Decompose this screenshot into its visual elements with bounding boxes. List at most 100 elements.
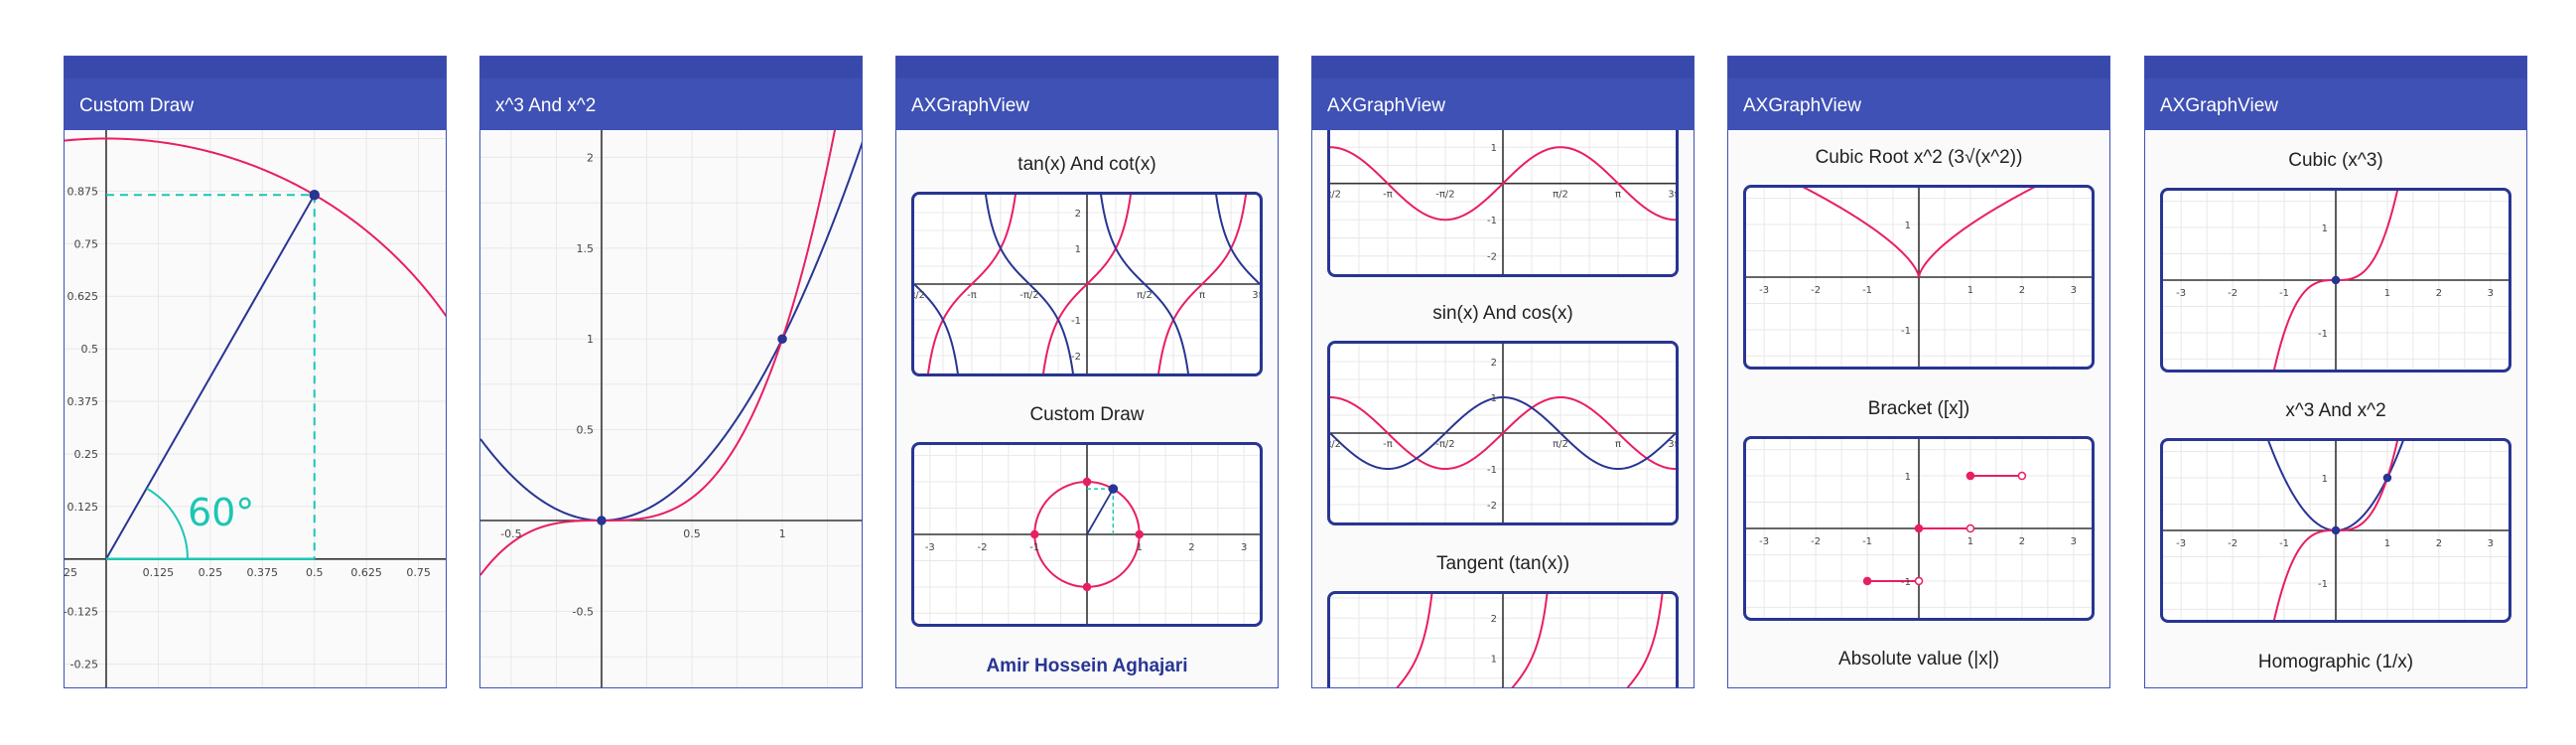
x-tick-label: 3π/2 — [1330, 190, 1341, 201]
x-tick-label: -π/2 — [1435, 190, 1454, 201]
app-bar-title: x^3 And x^2 — [495, 95, 597, 116]
x-tick-label: 0.625 — [350, 566, 382, 579]
graph-card-cubic-quadratic[interactable]: -3 -2 -1 1 2 3 1 -1 — [2160, 438, 2511, 623]
x-tick-label: 1 — [2384, 288, 2390, 299]
cubic-quadratic-graph[interactable]: -0.5 0.5 1 2 1.5 1 0.5 -0.5 — [480, 130, 862, 687]
graph-list[interactable]: tan(x) And cot(x) 3π/2-π-π/2π/2π3π/21-1-… — [896, 130, 1278, 687]
card-title: Tangent (tan(x)) — [1435, 553, 1570, 574]
sin-cos-graph[interactable]: 3π/2 -π -π/2 π/2 π 3π/2 1 -1 -2 — [1330, 344, 1676, 522]
app-bar-title: AXGraphView — [1327, 95, 1445, 116]
graph-card-tan-cot[interactable]: 3π/2 -π -π/2 π/2 π 3π/2 1 -1 -2 — [911, 192, 1263, 376]
x-tick-label: -2 — [978, 542, 988, 553]
tangent-graph[interactable]: 21 — [1330, 594, 1676, 687]
angle-point — [1108, 484, 1119, 494]
x-tick-label: π — [1199, 290, 1205, 301]
x-tick-label: π/2 — [1137, 290, 1152, 301]
screen-cubic-quadratic: x^3 And x^2 -0.5 0.5 1 2 1.5 1 0.5 -0.5 — [479, 56, 863, 688]
circle-axis-point — [1082, 582, 1092, 592]
y-tick-label: 0.75 — [73, 237, 98, 250]
graph-card-sine[interactable]: 3π/2 -π -π/2 π/2 π 3π/1 -1 -2 — [1327, 130, 1679, 277]
intersection-point — [597, 516, 607, 525]
x-tick-label: 1 — [1967, 285, 1973, 296]
cube-root-line — [1802, 188, 2036, 278]
graph-list[interactable]: Cubic Root x^2 (3√(x^2)) -3 -2 -1 1 2 3 1 -1 Br… — [1728, 130, 2109, 687]
x-tick-label: 3 — [2488, 288, 2494, 299]
y-tick-label: -1 — [2318, 579, 2328, 590]
graph-card-cubic[interactable]: -3 -2 -1 1 2 3 1 -1 — [2160, 188, 2511, 372]
y-tick-label: 1 — [1905, 472, 1911, 483]
y-tick-label: 1 — [2322, 224, 2328, 234]
x-tick-label: 1 — [1967, 536, 1973, 547]
graph-card-sin-cos[interactable]: 3π/2 -π -π/2 π/2 π 3π/2 1 -1 -2 — [1327, 341, 1679, 525]
x-tick-label: 2 — [2436, 538, 2442, 549]
x-tick-label: 3 — [2071, 285, 2077, 296]
graph-list[interactable]: 3π/2 -π -π/2 π/2 π 3π/1 -1 -2 sin(x) And cos(x)… — [1312, 130, 1694, 687]
x-tick-label: -2 — [1811, 536, 1821, 547]
x-tick-label: 3π/ — [1668, 190, 1676, 201]
y-tick-label: 1 — [2322, 474, 2328, 485]
tan-line — [926, 195, 1248, 373]
app-bar: AXGraphView — [2145, 78, 2526, 130]
y-tick-label: 0.25 — [73, 448, 98, 461]
y-tick-label: -0.5 — [573, 605, 594, 618]
y-tick-label: 2 — [1491, 358, 1497, 369]
app-bar: x^3 And x^2 — [480, 78, 862, 130]
graph-area[interactable]: 60° 0.125 0.25 0.375 0.5 0.625 0.75 25 0.875 0.75… — [65, 130, 446, 687]
y-tick-label: 0.625 — [67, 290, 98, 303]
graph-card-cube-root[interactable]: -3 -2 -1 1 2 3 1 -1 — [1743, 185, 2095, 370]
x-tick-label: π — [1615, 190, 1621, 201]
x-tick-label: 0.125 — [143, 566, 175, 579]
custom-draw-graph[interactable]: -3 -2 -1 1 2 3 — [914, 445, 1260, 624]
cubic-quadratic-small-graph[interactable]: -3 -2 -1 1 2 3 1 -1 — [2163, 441, 2508, 620]
origin-point — [2331, 275, 2341, 285]
x-tick-label: 3π/ — [1252, 290, 1260, 301]
y-tick-label: 0.5 — [576, 424, 594, 437]
tan-cot-graph[interactable]: 3π/2 -π -π/2 π/2 π 3π/2 1 -1 -2 — [914, 195, 1260, 373]
app-bar: Custom Draw — [65, 78, 446, 130]
floor-closed-point — [1966, 471, 1975, 481]
unit-circle-graph[interactable]: 60° 0.125 0.25 0.375 0.5 0.625 0.75 25 0.875 0.75… — [65, 130, 446, 687]
x-tick-label: -π/2 — [1435, 439, 1454, 450]
x-tick-label: π — [1615, 439, 1621, 450]
x-squared-line — [480, 141, 862, 522]
graph-area[interactable]: -0.5 0.5 1 2 1.5 1 0.5 -0.5 — [480, 130, 862, 687]
y-tick-label: 1 — [587, 333, 594, 346]
x-tick-label: -1 — [1029, 542, 1039, 553]
bracket-graph[interactable]: -3 -2 -1 1 2 3 1 -1 — [1746, 439, 2092, 618]
y-tick-label: -0.25 — [69, 659, 97, 671]
cubic-graph[interactable]: -3 -2 -1 1 2 3 1 -1 — [2163, 191, 2508, 370]
status-bar — [1728, 57, 2109, 78]
y-tick-label: -2 — [1071, 352, 1081, 363]
x-tick-label: π/2 — [1553, 190, 1568, 201]
author-name[interactable]: Amir Hossein Aghajari — [986, 656, 1188, 676]
x-tick-label: 1 — [779, 527, 786, 540]
x-tick-label: -2 — [1811, 285, 1821, 296]
x-tick-label: -2 — [2228, 288, 2237, 299]
graph-list[interactable]: Cubic (x^3) -3 -2 -1 1 2 3 1 -1 x^3 And x^2 -3-… — [2145, 130, 2526, 687]
x-tick-label: 0.75 — [406, 566, 431, 579]
x-tick-label: π/2 — [1553, 439, 1568, 450]
card-title: Cubic Root x^2 (3√(x^2)) — [1815, 147, 2023, 168]
x-tick-label: -π — [967, 290, 977, 301]
graph-card-custom-draw[interactable]: -3 -2 -1 1 2 3 — [911, 442, 1263, 627]
y-tick-label: -2 — [1487, 252, 1497, 263]
app-bar-title: Custom Draw — [79, 95, 195, 116]
app-bar-title: AXGraphView — [911, 95, 1029, 116]
x-tick-label: -π/2 — [1019, 290, 1038, 301]
cube-root-graph[interactable]: -3 -2 -1 1 2 3 1 -1 — [1746, 188, 2092, 367]
x-tick-label: 3π/2 — [1330, 439, 1341, 450]
y-tick-label: -1 — [1901, 577, 1911, 588]
graph-card-bracket[interactable]: -3 -2 -1 1 2 3 1 -1 — [1743, 436, 2095, 621]
sine-graph[interactable]: 3π/2 -π -π/2 π/2 π 3π/1 -1 -2 — [1330, 130, 1676, 274]
y-tick-label: -2 — [1487, 501, 1497, 512]
x-tick-label: -1 — [2279, 288, 2289, 299]
y-tick-label: 1.5 — [576, 242, 594, 255]
y-tick-label: 2 — [1491, 614, 1497, 625]
card-title: sin(x) And cos(x) — [1432, 303, 1573, 324]
x-tick-label: 3π/ — [1668, 439, 1676, 450]
app-bar: AXGraphView — [1728, 78, 2109, 130]
card-title: Homographic (1/x) — [2257, 652, 2414, 672]
status-bar — [480, 57, 862, 78]
y-tick-label: -1 — [1071, 316, 1081, 327]
